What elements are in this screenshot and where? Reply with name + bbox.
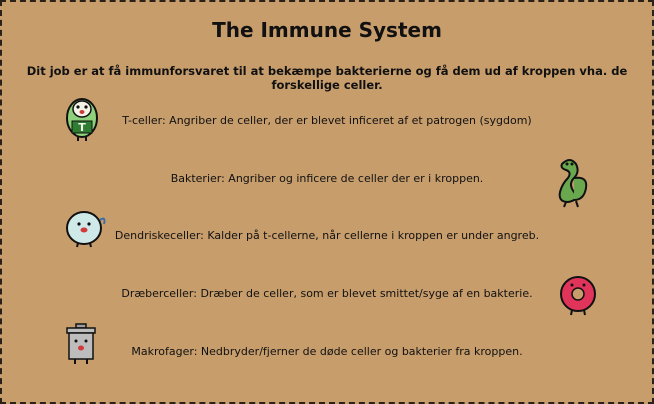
row-label-t-cells: T-celler: Angriber de celler, der er ble…: [122, 114, 532, 127]
t-cell-icon: T: [66, 98, 98, 141]
intro-text: Dit job er at få immunforsvaret til at b…: [26, 64, 628, 92]
row-label-dendritic-cells: Dendriskeceller: Kalder på t-cellerne, n…: [114, 229, 540, 242]
row-label-bacteria: Bakterier: Angriber og inficere de celle…: [170, 172, 484, 185]
row-label-macrophages: Makrofager: Nedbryder/fjerner de døde ce…: [131, 345, 523, 358]
page-title: The Immune System: [212, 18, 442, 42]
macrophage-icon: [66, 323, 96, 364]
dendritic-cell-icon: [66, 211, 106, 248]
bacteria-icon: [558, 159, 588, 208]
killer-cell-icon: [560, 276, 596, 316]
row-label-killer-cells: Dræberceller: Dræber de celler, som er b…: [121, 287, 533, 300]
t-letter: T: [78, 121, 86, 134]
